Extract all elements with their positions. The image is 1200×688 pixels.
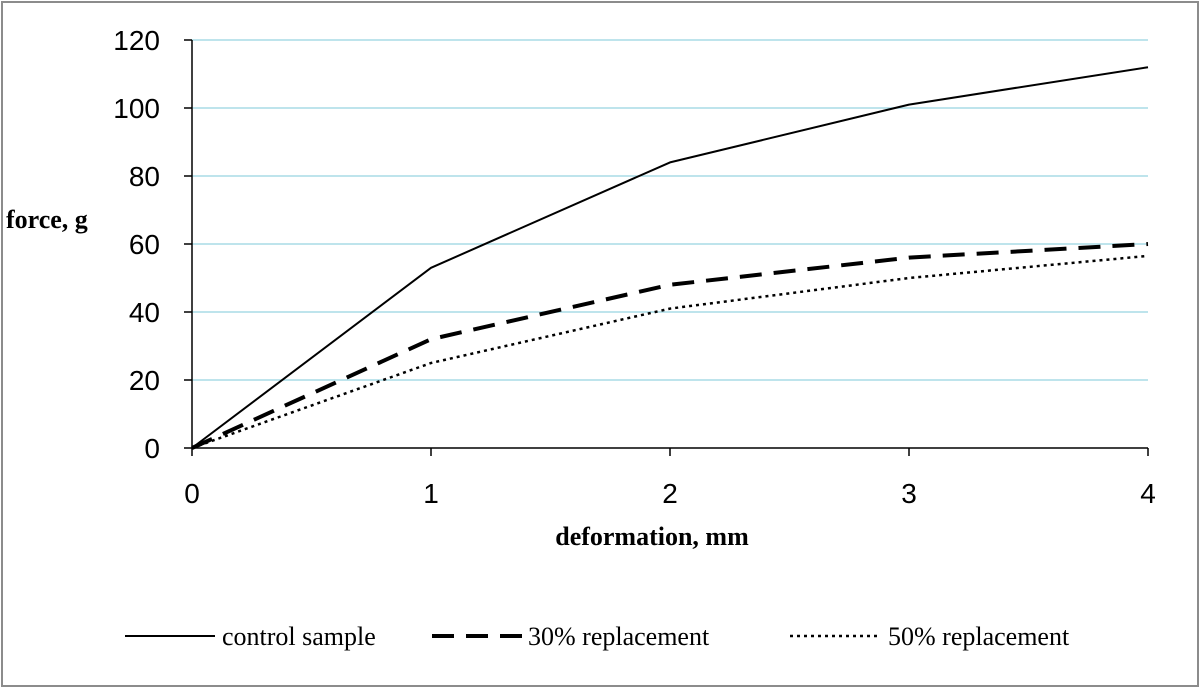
y-axis-title: force, g [6,205,88,234]
y-tick-label: 40 [129,297,160,328]
x-axis-title: deformation, mm [555,522,749,551]
y-tick-label: 80 [129,161,160,192]
y-tick-label: 100 [113,93,160,124]
gridlines [192,39,1148,381]
axes [184,39,1149,456]
x-tick-label: 1 [423,478,439,509]
x-tick-label: 2 [662,478,678,509]
x-tick-label: 3 [901,478,917,509]
series-lines [191,66,1149,450]
y-tick-label: 20 [129,365,160,396]
series-line-3 [191,254,1149,450]
legend: control sample 30% replacement 50% replace… [125,622,1070,651]
series-line-2 [191,242,1149,450]
y-tick-label: 120 [113,25,160,56]
x-tick-label: 0 [184,478,200,509]
legend-label-1: control sample [222,622,376,651]
legend-label-2: 30% replacement [528,622,710,651]
series-line-1 [191,66,1149,449]
x-tick-label: 4 [1140,478,1156,509]
tick-labels: 0 20 40 60 80 100 120 0 1 2 3 4 [113,25,1156,509]
legend-label-3: 50% replacement [888,622,1070,651]
y-tick-label: 0 [144,433,160,464]
y-tick-label: 60 [129,229,160,260]
